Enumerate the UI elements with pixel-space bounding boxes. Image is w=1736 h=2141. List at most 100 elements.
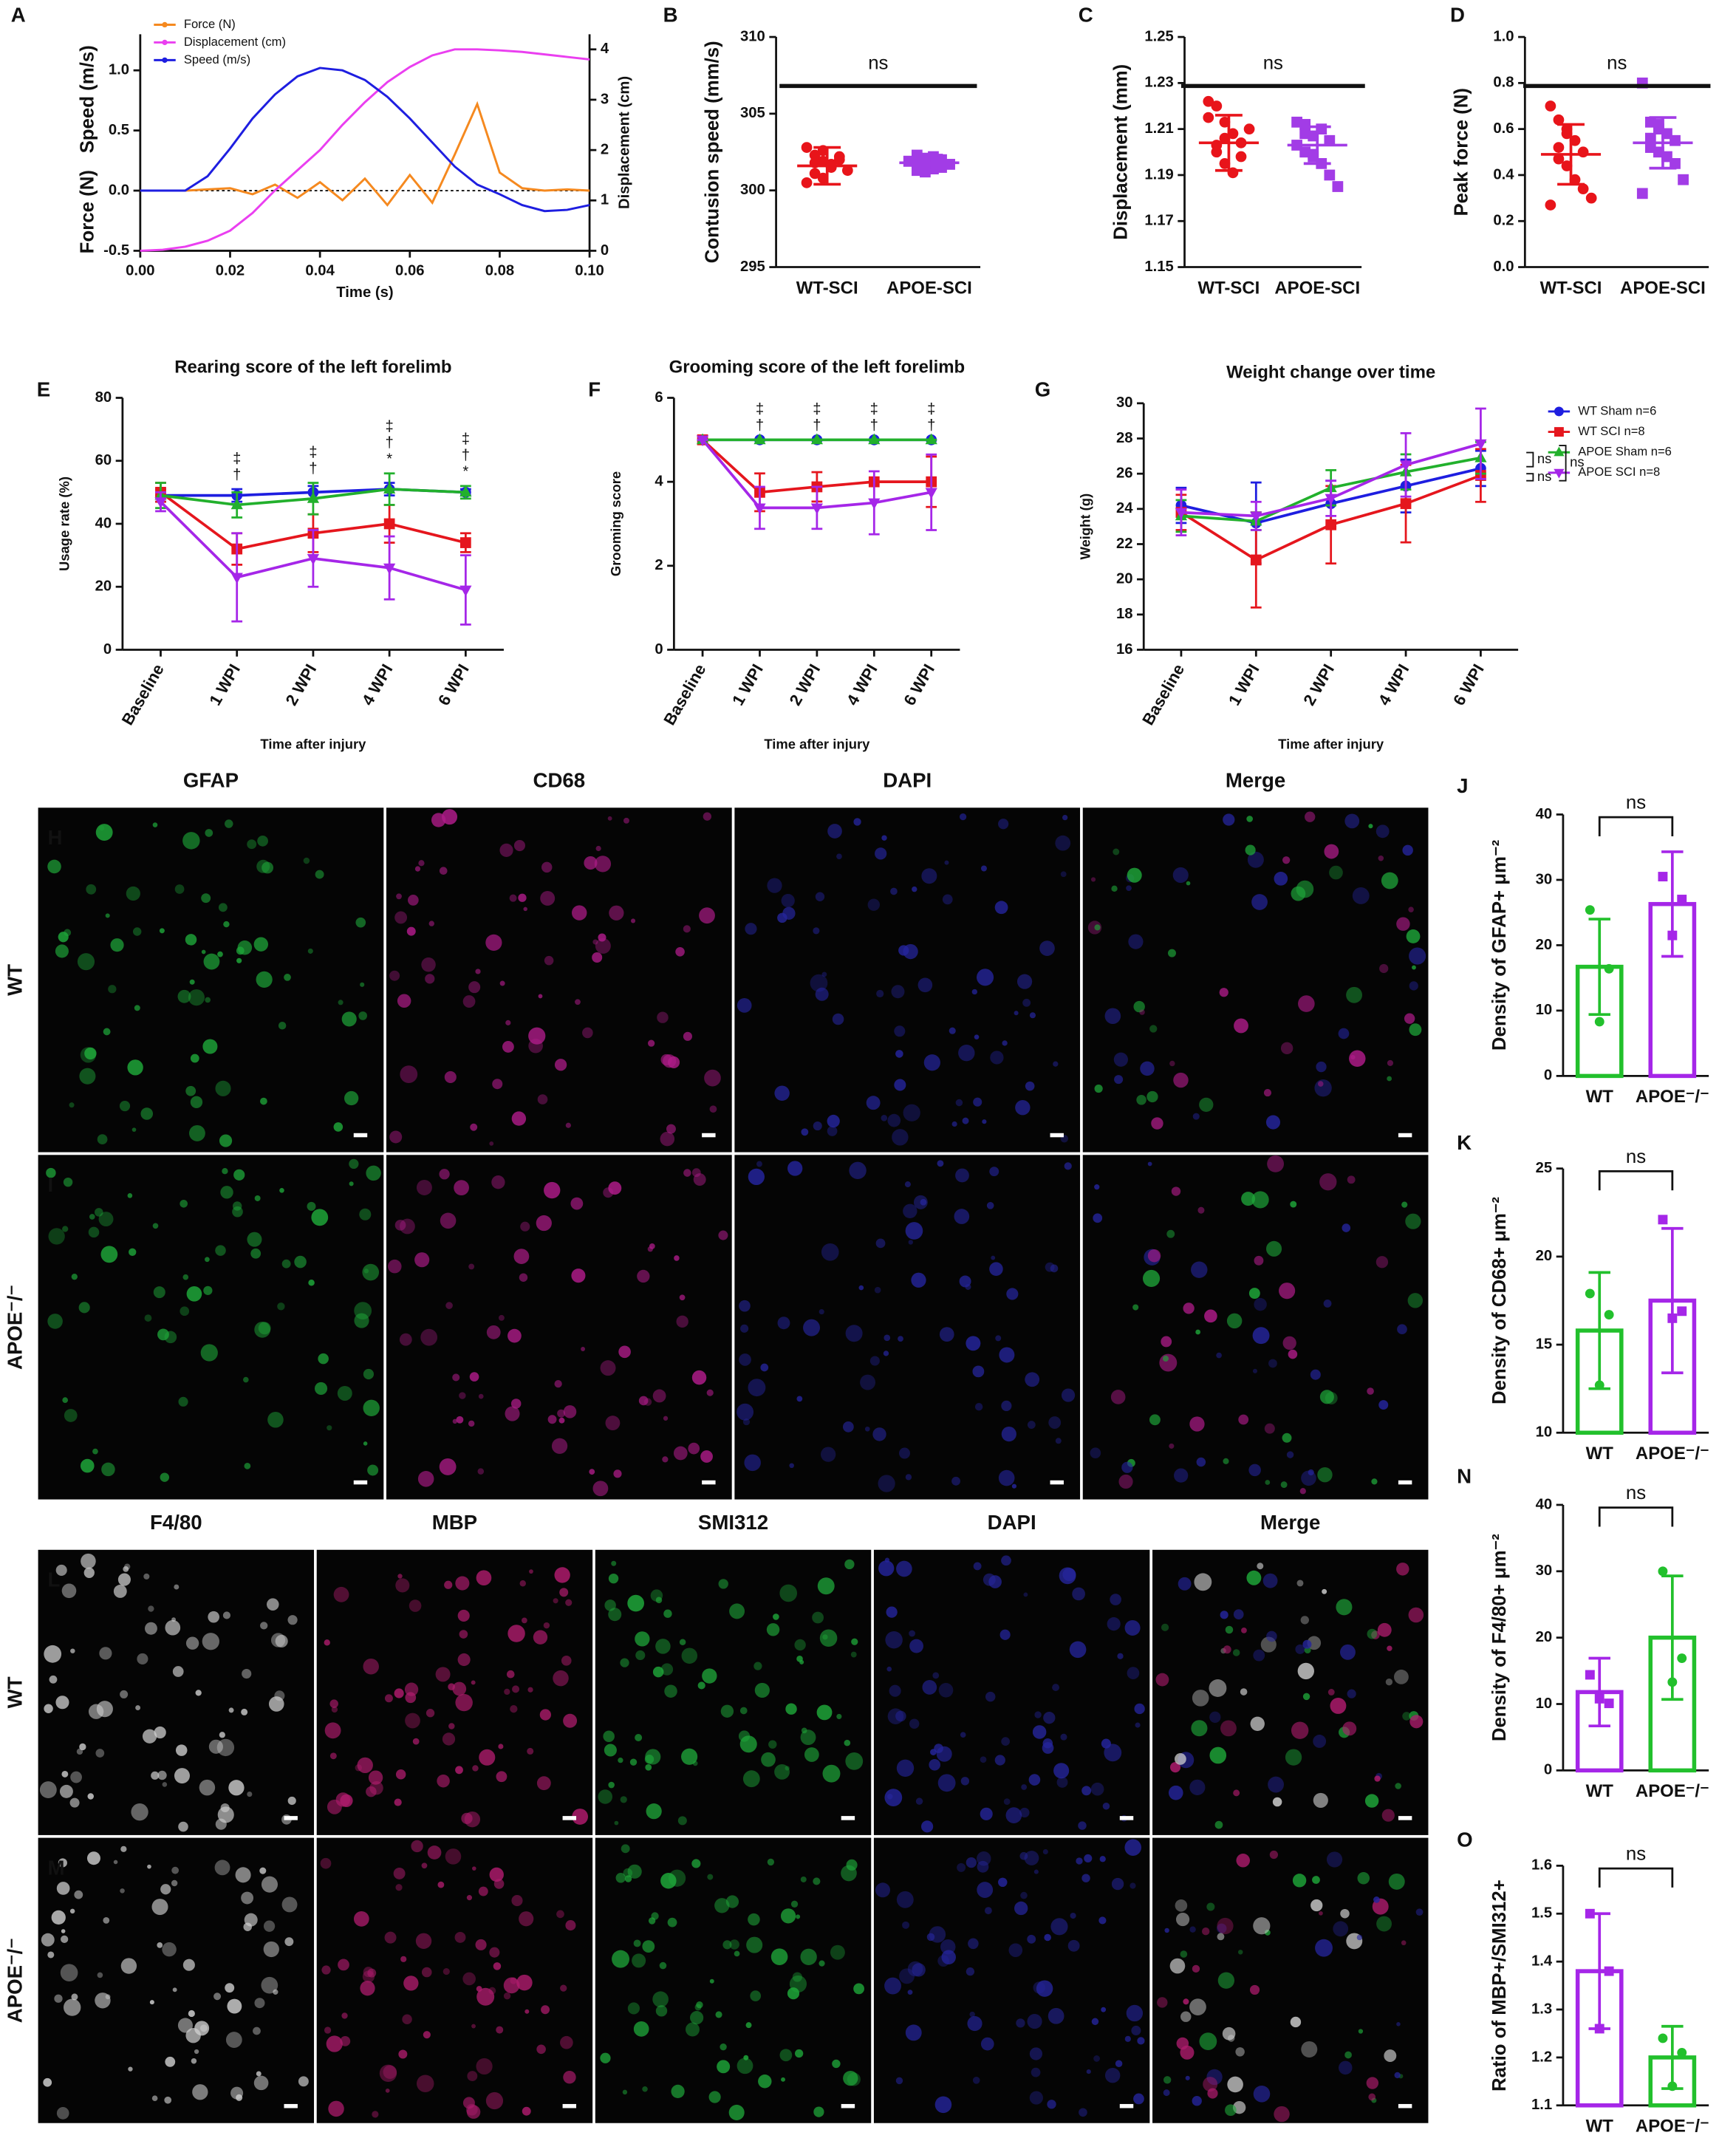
texture — [1015, 1099, 1031, 1116]
texture — [98, 1212, 114, 1227]
micrograph — [873, 1837, 1150, 2123]
texture — [739, 1353, 751, 1366]
x-tick-label: APOE⁻/⁻ — [1636, 1781, 1709, 1801]
x-tick-label: 4 WPI — [358, 661, 397, 709]
column-label: MBP — [432, 1511, 477, 1534]
texture — [1217, 1923, 1227, 1934]
texture — [821, 972, 827, 977]
texture — [213, 1993, 222, 2001]
texture — [384, 1931, 397, 1944]
texture — [227, 1998, 242, 2014]
texture — [95, 1208, 103, 1217]
texture — [738, 1730, 751, 1742]
texture — [1319, 1910, 1323, 1916]
texture — [884, 1977, 901, 1995]
marker — [868, 498, 881, 510]
texture — [827, 824, 842, 839]
texture — [688, 1442, 700, 1455]
texture — [1251, 1191, 1269, 1209]
texture — [511, 1111, 527, 1126]
texture — [1090, 1782, 1104, 1796]
texture — [909, 1718, 920, 1729]
y-axis-label: Density of CD68+ μm⁻² — [1489, 1197, 1510, 1404]
texture — [190, 1096, 203, 1108]
texture — [324, 1639, 330, 1646]
y-tick-label: 30 — [1116, 395, 1133, 411]
texture — [556, 1910, 564, 1919]
texture — [598, 1789, 613, 1804]
texture — [572, 1809, 589, 1825]
y2-tick-label: 2 — [601, 141, 609, 157]
texture — [988, 1575, 1002, 1588]
texture — [1142, 1269, 1161, 1288]
marker — [1324, 134, 1336, 146]
texture — [1265, 1115, 1281, 1130]
texture — [1257, 1563, 1264, 1570]
texture — [137, 1653, 148, 1664]
texture — [208, 1611, 220, 1623]
marker — [833, 151, 845, 163]
texture — [600, 2052, 611, 2063]
texture — [1223, 1645, 1231, 1654]
texture — [153, 1286, 165, 1299]
y-tick-label: 0 — [1544, 1762, 1552, 1778]
texture — [969, 2011, 975, 2018]
texture — [618, 1757, 623, 1763]
texture — [151, 1771, 160, 1780]
texture — [459, 1392, 466, 1399]
texture — [1302, 1639, 1312, 1649]
texture — [874, 1286, 881, 1294]
panel-label: N — [1457, 1464, 1472, 1487]
bracket — [1598, 1867, 1674, 1888]
texture — [63, 1177, 73, 1187]
annotation: ns — [1570, 454, 1584, 470]
texture — [425, 974, 435, 984]
texture — [536, 1215, 552, 1232]
texture — [1206, 2069, 1223, 2086]
texture — [1402, 1712, 1411, 1721]
texture — [1249, 1984, 1260, 1995]
texture — [414, 1252, 430, 1268]
texture — [1323, 1299, 1332, 1308]
marker — [1203, 112, 1214, 123]
texture — [1029, 2091, 1043, 2105]
texture — [120, 1845, 127, 1852]
texture — [421, 1967, 432, 1978]
scale-bar — [1398, 1480, 1412, 1485]
x-tick-label: APOE⁻/⁻ — [1636, 1087, 1709, 1107]
texture — [71, 1993, 78, 2001]
y-tick-label: 1.17 — [1144, 213, 1173, 229]
texture — [284, 1937, 294, 1947]
texture — [1388, 1873, 1405, 1890]
texture — [635, 1650, 646, 1661]
texture — [1347, 1175, 1356, 1184]
texture — [219, 1134, 233, 1147]
texture — [366, 1165, 381, 1181]
y-tick-label: 60 — [95, 452, 112, 468]
texture — [228, 1707, 234, 1713]
texture — [178, 1821, 188, 1832]
x-tick-label: 2 WPI — [786, 661, 824, 709]
texture — [895, 1050, 903, 1058]
texture — [1131, 2025, 1141, 2035]
texture — [1344, 813, 1360, 829]
texture — [188, 2009, 195, 2018]
bracket — [1526, 451, 1534, 468]
texture — [1195, 1329, 1201, 1335]
texture — [389, 1130, 403, 1144]
texture — [522, 2106, 531, 2116]
y2-tick-label: 1 — [601, 192, 609, 208]
texture — [1264, 1423, 1275, 1434]
texture — [185, 1085, 197, 1096]
texture — [258, 1322, 271, 1335]
texture — [739, 1707, 748, 1715]
texture — [394, 1688, 404, 1698]
annotation: ns — [1537, 468, 1551, 484]
texture — [478, 1886, 488, 1896]
texture — [154, 1726, 166, 1739]
texture — [1042, 1738, 1053, 1749]
texture — [700, 1450, 713, 1463]
texture — [385, 2088, 390, 2093]
texture — [637, 1269, 650, 1283]
marker — [307, 553, 320, 565]
